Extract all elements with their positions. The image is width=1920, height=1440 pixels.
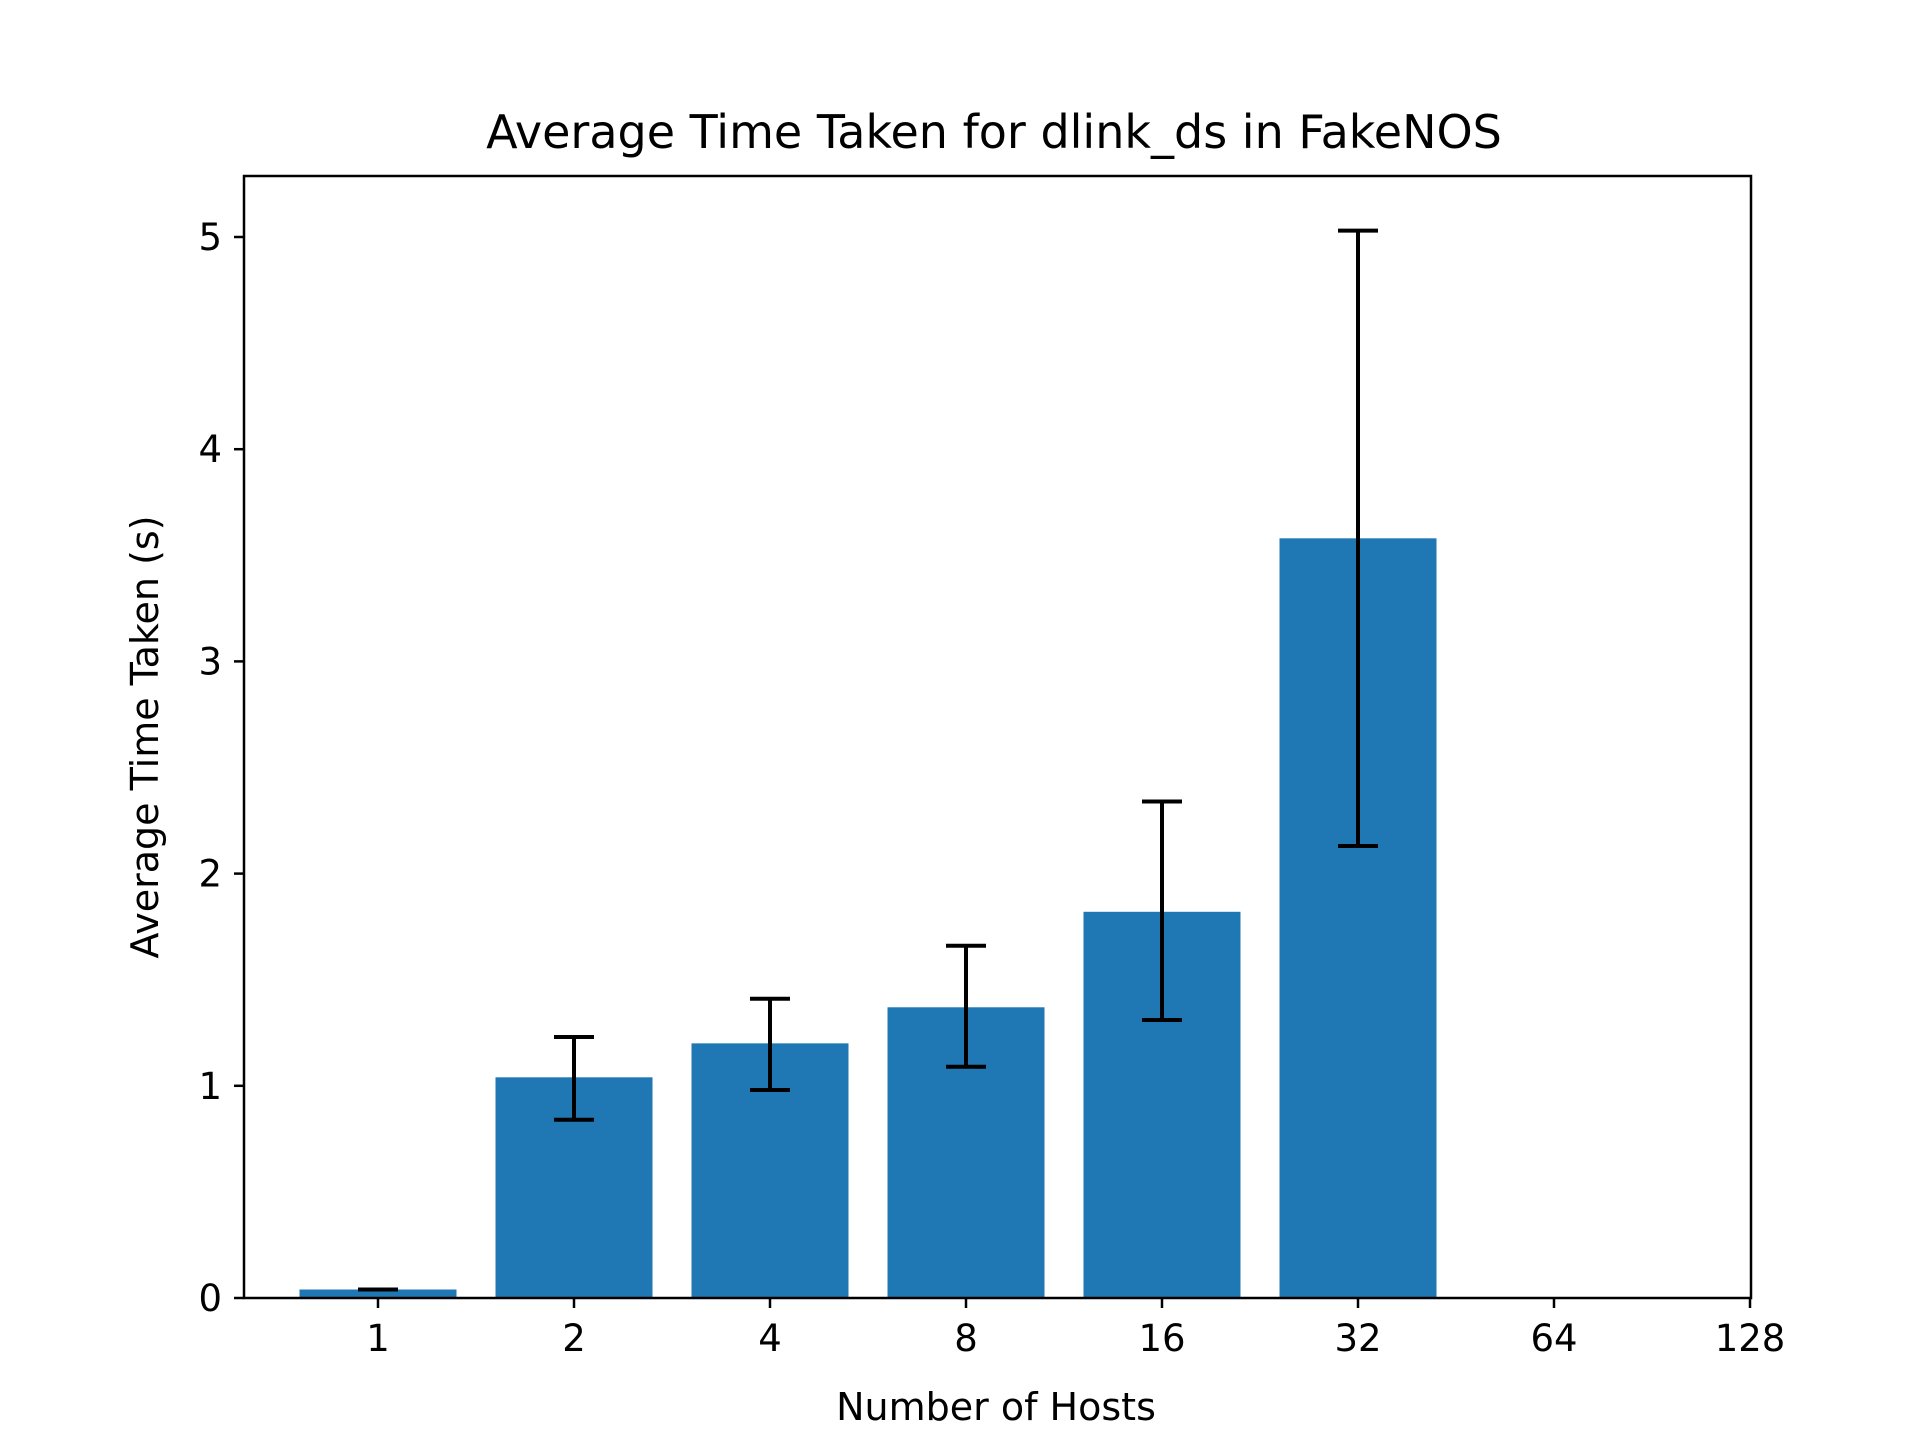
- y-tick-label-3: 3: [198, 640, 222, 683]
- y-axis-ticks: 0 1 2 3 4 5: [198, 216, 244, 1320]
- x-tick-label-128: 128: [1715, 1317, 1786, 1360]
- bars-group: [299, 538, 1437, 1298]
- x-tick-label-64: 64: [1530, 1317, 1577, 1360]
- x-axis-label: Number of Hosts: [836, 1385, 1156, 1429]
- x-axis-ticks: 1 2 4 8 16 32 64 128: [366, 1298, 1785, 1360]
- y-tick-label-5: 5: [198, 216, 222, 259]
- error-bars-group: [358, 228, 1378, 1292]
- error-bar-16: [1142, 799, 1182, 1023]
- error-bar-32: [1338, 228, 1378, 849]
- x-tick-label-1: 1: [366, 1317, 390, 1360]
- x-tick-label-8: 8: [954, 1317, 978, 1360]
- error-bar-4: [750, 996, 790, 1093]
- chart-title: Average Time Taken for dlink_ds in FakeN…: [486, 105, 1502, 159]
- plot-frame: [242, 174, 1753, 1300]
- error-bar-2: [554, 1034, 594, 1122]
- y-axis-label: Average Time Taken (s): [123, 515, 167, 958]
- y-tick-label-0: 0: [198, 1277, 222, 1320]
- error-bar-8: [946, 943, 986, 1069]
- y-tick-label-2: 2: [198, 853, 222, 896]
- x-tick-label-16: 16: [1138, 1317, 1185, 1360]
- y-tick-label-1: 1: [198, 1065, 222, 1108]
- y-tick-label-4: 4: [198, 428, 222, 471]
- x-tick-label-4: 4: [758, 1317, 782, 1360]
- bar-1: [299, 1289, 457, 1298]
- x-tick-label-2: 2: [562, 1317, 586, 1360]
- x-tick-label-32: 32: [1334, 1317, 1381, 1360]
